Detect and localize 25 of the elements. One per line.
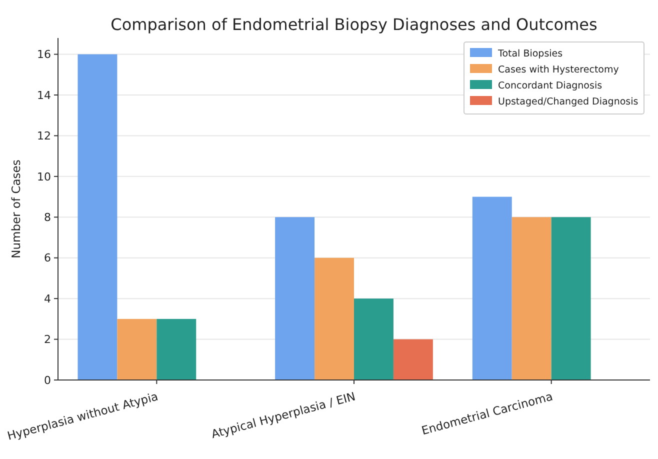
y-tick-label: 14	[37, 88, 51, 102]
bar	[314, 258, 354, 380]
legend-label: Concordant Diagnosis	[498, 80, 602, 92]
bar	[472, 196, 512, 380]
bar	[551, 217, 591, 380]
y-tick-label: 0	[44, 374, 51, 387]
bar	[393, 339, 433, 380]
chart-title: Comparison of Endometrial Biopsy Diagnoses and Outcomes	[110, 15, 598, 34]
bar	[512, 217, 552, 380]
bar	[156, 318, 196, 380]
y-tick-label: 6	[44, 252, 51, 265]
y-tick-label: 8	[44, 210, 51, 224]
y-tick-label: 2	[44, 333, 51, 346]
y-tick-label: 16	[37, 48, 51, 62]
legend-label: Upstaged/Changed Diagnosis	[498, 96, 638, 108]
legend-label: Cases with Hysterectomy	[498, 64, 620, 76]
legend-label: Total Biopsies	[497, 48, 563, 60]
bar	[78, 54, 118, 380]
bar	[275, 217, 315, 380]
bar	[117, 318, 157, 380]
y-tick-label: 10	[37, 170, 51, 184]
y-tick-label: 12	[37, 130, 51, 143]
y-tick-label: 4	[44, 292, 51, 306]
bar	[354, 298, 394, 380]
y-axis-title: Number of Cases	[9, 160, 23, 258]
